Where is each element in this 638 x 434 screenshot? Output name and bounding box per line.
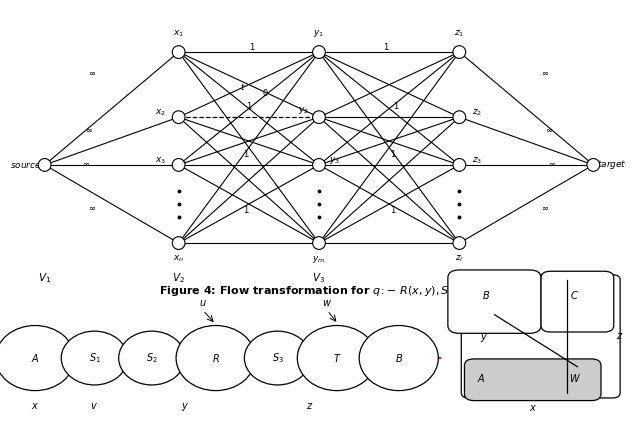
Text: $S_3$: $S_3$ <box>272 351 283 365</box>
Text: 1: 1 <box>243 150 248 158</box>
Text: $x_2$: $x_2$ <box>155 108 166 118</box>
Ellipse shape <box>61 331 128 385</box>
Text: $W$: $W$ <box>570 372 581 384</box>
Text: 1: 1 <box>243 206 248 215</box>
Text: $x$: $x$ <box>31 401 39 411</box>
Text: $v$: $v$ <box>91 401 98 411</box>
Text: $C$: $C$ <box>570 289 579 301</box>
FancyBboxPatch shape <box>541 271 614 332</box>
Text: $y_2$: $y_2$ <box>299 105 309 116</box>
Text: 1: 1 <box>249 43 255 52</box>
Text: 1: 1 <box>393 102 398 111</box>
Ellipse shape <box>172 46 185 59</box>
Ellipse shape <box>453 158 466 171</box>
Text: 0: 0 <box>262 89 267 98</box>
Text: $B$: $B$ <box>395 352 403 364</box>
Text: $V_3$: $V_3$ <box>313 271 325 285</box>
Text: $y_m$: $y_m$ <box>313 254 325 265</box>
Text: $\infty$: $\infty$ <box>85 126 93 135</box>
Text: $\infty$: $\infty$ <box>548 161 556 169</box>
Ellipse shape <box>359 326 438 391</box>
Ellipse shape <box>297 326 376 391</box>
Text: $z_3$: $z_3$ <box>472 155 482 166</box>
FancyBboxPatch shape <box>448 270 541 333</box>
Text: $y_1$: $y_1$ <box>313 28 325 39</box>
Text: $z_l$: $z_l$ <box>455 254 464 264</box>
Text: $y$: $y$ <box>181 401 189 414</box>
Ellipse shape <box>172 111 185 124</box>
Text: $z$: $z$ <box>616 331 624 342</box>
Text: $B$: $B$ <box>482 289 490 301</box>
Ellipse shape <box>0 326 75 391</box>
Text: 1: 1 <box>390 206 395 215</box>
Ellipse shape <box>313 46 325 59</box>
Text: $S_1$: $S_1$ <box>89 351 100 365</box>
Text: 1: 1 <box>390 150 395 158</box>
Ellipse shape <box>313 111 325 124</box>
Ellipse shape <box>172 237 185 250</box>
FancyBboxPatch shape <box>461 275 620 398</box>
Text: $y$: $y$ <box>480 332 487 344</box>
Text: $x$: $x$ <box>529 403 537 413</box>
Text: $A$: $A$ <box>477 372 486 384</box>
Ellipse shape <box>244 331 311 385</box>
Ellipse shape <box>313 237 325 250</box>
Text: $source$: $source$ <box>10 160 41 170</box>
Text: $S_2$: $S_2$ <box>146 351 158 365</box>
Text: $\infty$: $\infty$ <box>542 204 549 213</box>
Text: $x_n$: $x_n$ <box>173 254 184 264</box>
Text: $y_3$: $y_3$ <box>329 155 339 166</box>
Ellipse shape <box>176 326 255 391</box>
Ellipse shape <box>453 237 466 250</box>
Text: $x_3$: $x_3$ <box>155 155 166 166</box>
Ellipse shape <box>587 158 600 171</box>
Text: $A$: $A$ <box>31 352 40 364</box>
Ellipse shape <box>453 46 466 59</box>
Text: $target$: $target$ <box>597 158 627 171</box>
Text: $z$: $z$ <box>306 401 313 411</box>
Text: $\infty$: $\infty$ <box>89 69 96 78</box>
Text: $w$: $w$ <box>322 298 332 308</box>
Ellipse shape <box>119 331 185 385</box>
Text: $z_1$: $z_1$ <box>454 29 464 39</box>
Text: $t$: $t$ <box>240 81 245 92</box>
Ellipse shape <box>172 158 185 171</box>
Text: $\infty$: $\infty$ <box>82 161 90 169</box>
Ellipse shape <box>38 158 51 171</box>
Text: $V_1$: $V_1$ <box>38 271 51 285</box>
Text: $\infty$: $\infty$ <box>89 204 96 213</box>
Text: $\infty$: $\infty$ <box>542 69 549 78</box>
Text: $T$: $T$ <box>332 352 341 364</box>
Text: $R$: $R$ <box>212 352 219 364</box>
Text: 1: 1 <box>383 43 389 52</box>
Ellipse shape <box>313 158 325 171</box>
Text: $V_2$: $V_2$ <box>172 271 185 285</box>
Ellipse shape <box>453 111 466 124</box>
Text: $\infty$: $\infty$ <box>545 126 553 135</box>
Text: $z_2$: $z_2$ <box>472 108 482 118</box>
Text: Figure 4: Flow transformation for $q\!:\!-\,R(x,y), S(y,z)$.: Figure 4: Flow transformation for $q\!:\… <box>159 284 479 298</box>
Text: 1: 1 <box>246 102 251 111</box>
FancyBboxPatch shape <box>464 359 601 401</box>
Text: $x_1$: $x_1$ <box>173 29 184 39</box>
Text: $V_4$: $V_4$ <box>453 271 466 285</box>
Text: $V_5$: $V_5$ <box>587 271 600 285</box>
Text: $u$: $u$ <box>199 298 207 308</box>
